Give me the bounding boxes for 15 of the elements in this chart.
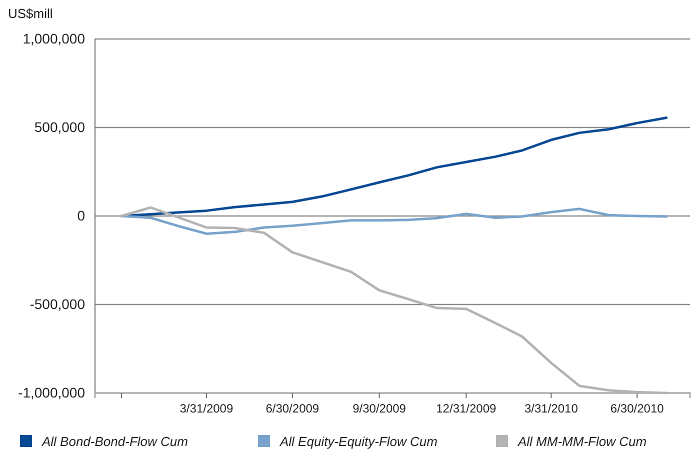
x-tick-label: 9/30/2009 — [352, 402, 406, 416]
x-tick-label: 3/31/2009 — [180, 402, 234, 416]
x-tick-label: 6/30/2010 — [610, 402, 664, 416]
x-tick-label: 12/31/2009 — [436, 402, 497, 416]
legend-label: All Equity-Equity-Flow Cum — [279, 434, 438, 449]
y-tick-label: 1,000,000 — [22, 30, 86, 46]
x-tick-label: 3/31/2010 — [524, 402, 578, 416]
x-tick-label: 6/30/2009 — [266, 402, 320, 416]
y-tick-label: 500,000 — [34, 118, 86, 135]
y-axis-title: US$mill — [8, 6, 53, 21]
y-tick-label: -1,000,000 — [18, 384, 86, 400]
y-tick-label: -500,000 — [30, 296, 86, 312]
legend-label: All MM-MM-Flow Cum — [517, 434, 647, 449]
legend-label: All Bond-Bond-Flow Cum — [41, 434, 188, 449]
y-tick-label: 0 — [77, 207, 86, 224]
